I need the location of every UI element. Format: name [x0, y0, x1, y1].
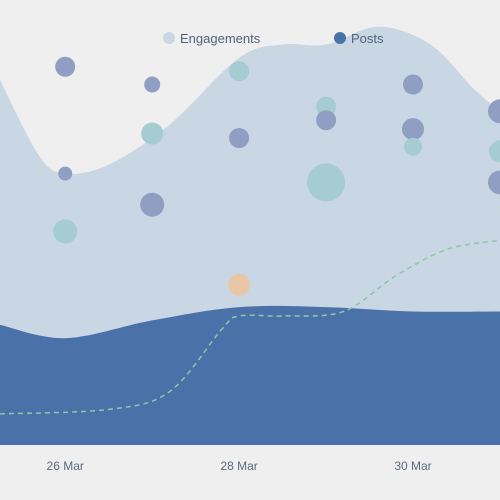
bubble-point[interactable]	[229, 61, 250, 82]
bubble-point[interactable]	[403, 74, 423, 95]
x-tick-label: 30 Mar	[394, 459, 431, 473]
bubble-point[interactable]	[316, 110, 337, 131]
trend-line	[0, 239, 500, 415]
area-series-posts	[0, 305, 500, 445]
bubble-point[interactable]	[53, 219, 78, 244]
x-axis: 26 Mar 28 Mar 30 Mar	[47, 459, 432, 473]
bubble-point[interactable]	[58, 166, 73, 181]
legend-swatch-engagements[interactable]	[163, 32, 175, 44]
legend-label-engagements[interactable]: Engagements	[180, 31, 261, 46]
bubble-point[interactable]	[228, 273, 251, 296]
bubble-point[interactable]	[229, 128, 250, 148]
bubble-point[interactable]	[489, 140, 500, 163]
bubble-point[interactable]	[488, 170, 500, 195]
chart-legend: Engagements Posts	[163, 31, 384, 46]
bubble-point[interactable]	[404, 137, 422, 156]
bubble-point[interactable]	[141, 122, 164, 145]
bubble-point[interactable]	[402, 118, 424, 141]
legend-label-posts[interactable]: Posts	[351, 31, 384, 46]
bubble-point[interactable]	[55, 56, 76, 77]
bubble-point[interactable]	[140, 192, 165, 217]
bubble-point[interactable]	[488, 99, 500, 124]
x-tick-label: 28 Mar	[220, 459, 257, 473]
legend-swatch-posts[interactable]	[334, 32, 346, 44]
bubble-point[interactable]	[307, 163, 346, 202]
bubble-point[interactable]	[144, 76, 161, 93]
x-tick-label: 26 Mar	[47, 459, 84, 473]
